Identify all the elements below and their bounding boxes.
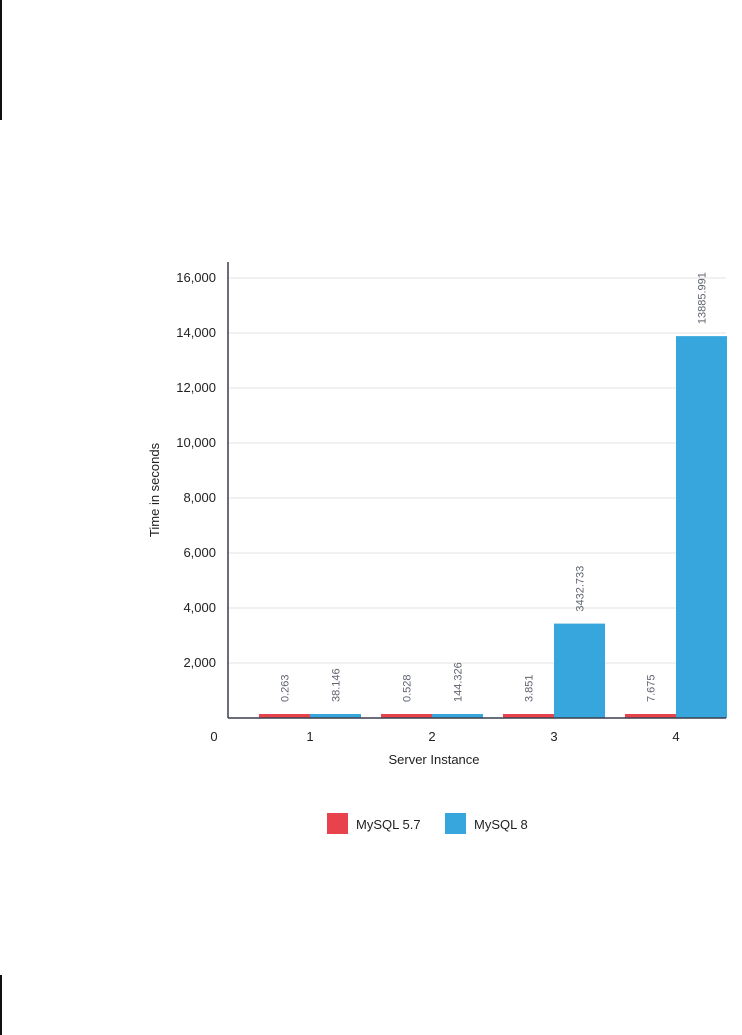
x-tick-label-3: 3: [550, 729, 557, 744]
bar-mysql-5-7-instance-3: [503, 714, 554, 718]
bars: [259, 336, 727, 718]
y-tick-label-6000: 6,000: [183, 545, 216, 560]
bar-mysql-8-instance-1: [310, 714, 361, 718]
legend-swatch-mysql-5-7: [327, 813, 348, 834]
bar-mysql-5-7-instance-1: [259, 714, 310, 718]
bar-mysql-8-instance-4: [676, 336, 727, 718]
legend-label-mysql-8: MySQL 8: [474, 817, 528, 832]
y-axis-title: Time in seconds: [147, 442, 162, 537]
y-tick-label-12000: 12,000: [176, 380, 216, 395]
y-tick-label-4000: 4,000: [183, 600, 216, 615]
y-tick-label-10000: 10,000: [176, 435, 216, 450]
data-labels: 0.263 38.146 0.528 144.326 3.851 3432.733 7.67…: [280, 272, 709, 702]
data-label-mysql-5-7-instance-1: 0.263: [280, 674, 292, 702]
bar-mysql-5-7-instance-4: [625, 714, 676, 718]
x-tick-label-1: 1: [306, 729, 313, 744]
bar-mysql-8-instance-3: [554, 623, 605, 718]
legend-label-mysql-5-7: MySQL 5.7: [356, 817, 421, 832]
page-edge-mark-top: [0, 0, 2, 120]
y-tick-label-14000: 14,000: [176, 325, 216, 340]
data-label-mysql-8-instance-4: 13885.991: [697, 272, 709, 324]
y-tick-label-2000: 2,000: [183, 655, 216, 670]
data-label-mysql-8-instance-2: 144.326: [453, 662, 465, 702]
legend: MySQL 5.7 MySQL 8: [327, 813, 528, 834]
bar-mysql-8-instance-2: [432, 714, 483, 718]
data-label-mysql-8-instance-1: 38.146: [331, 668, 343, 702]
data-label-mysql-8-instance-3: 3432.733: [575, 566, 587, 612]
y-axis-ticks: 0 2,000 4,000 6,000 8,000 10,000 12,000 14,000 1…: [176, 270, 217, 744]
y-tick-label-0: 0: [210, 729, 217, 744]
legend-swatch-mysql-8: [445, 813, 466, 834]
y-tick-label-16000: 16,000: [176, 270, 216, 285]
x-axis-ticks: 1 2 3 4: [306, 729, 679, 744]
x-axis-title: Server Instance: [388, 752, 479, 767]
data-label-mysql-5-7-instance-4: 7.675: [646, 674, 658, 702]
axes: [227, 262, 726, 719]
x-tick-label-4: 4: [672, 729, 679, 744]
y-tick-label-8000: 8,000: [183, 490, 216, 505]
bar-mysql-5-7-instance-2: [381, 714, 432, 718]
page-edge-mark-bottom: [0, 975, 2, 1035]
grid-lines: [228, 277, 726, 664]
data-label-mysql-5-7-instance-3: 3.851: [524, 674, 536, 702]
data-label-mysql-5-7-instance-2: 0.528: [402, 674, 414, 702]
x-tick-label-2: 2: [428, 729, 435, 744]
